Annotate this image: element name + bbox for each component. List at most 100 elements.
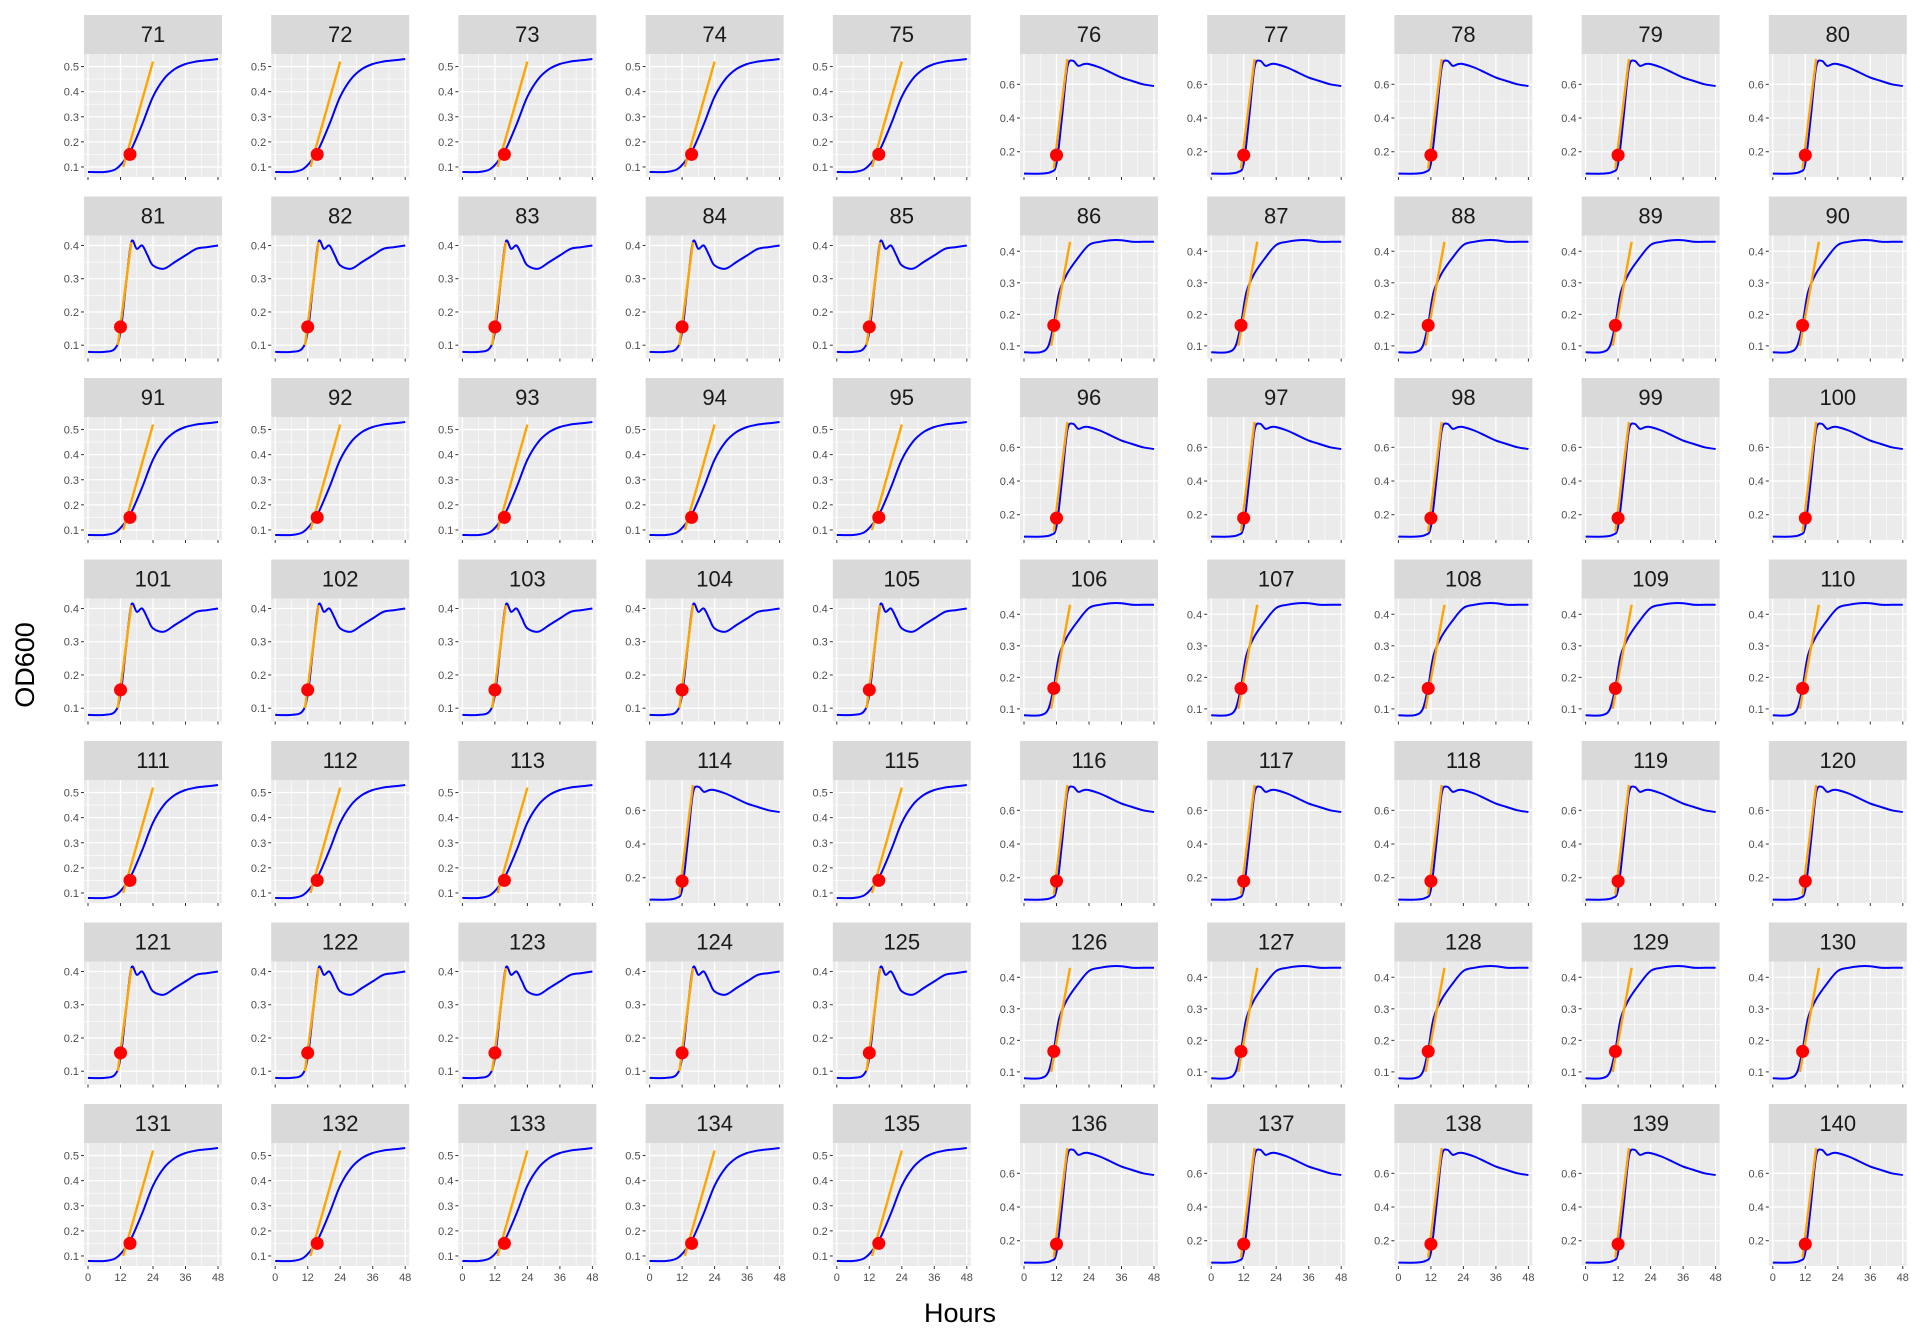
strip-label: 86 bbox=[1077, 204, 1101, 229]
y-tick-label: 0.2 bbox=[1374, 672, 1389, 684]
y-tick-label: 0.2 bbox=[1187, 672, 1202, 684]
y-tick-label: 0.4 bbox=[251, 966, 266, 978]
y-tick-label: 0.2 bbox=[1749, 672, 1764, 684]
inflection-point bbox=[872, 873, 886, 887]
strip-bg bbox=[458, 15, 597, 54]
y-tick-label: 0.1 bbox=[625, 525, 640, 537]
strip-bg bbox=[1768, 1104, 1907, 1143]
y-tick-label: 0.4 bbox=[1187, 113, 1202, 125]
strip-label: 109 bbox=[1632, 567, 1669, 592]
growth-curve bbox=[1398, 239, 1529, 354]
panel: 113 0.1 0.2 0.3 0.4 0.5 bbox=[438, 741, 597, 906]
strip-bg bbox=[1581, 559, 1720, 599]
y-tick-label: 0.4 bbox=[64, 87, 79, 99]
panel: 119 0.2 0.4 0.6 bbox=[1561, 741, 1720, 906]
panel: 94 0.1 0.2 0.3 0.4 0.5 bbox=[625, 378, 784, 543]
y-tick-label: 0.4 bbox=[251, 87, 266, 99]
inflection-point bbox=[1424, 511, 1438, 525]
y-tick-label: 0.5 bbox=[625, 62, 640, 74]
growth-curve bbox=[1023, 965, 1154, 1080]
y-tick-label: 0.1 bbox=[1749, 1067, 1764, 1079]
y-tick-label: 0.4 bbox=[1561, 839, 1576, 851]
inflection-point bbox=[1050, 874, 1063, 888]
strip-label: 107 bbox=[1258, 567, 1295, 592]
inflection-point bbox=[1421, 1044, 1435, 1058]
strip-label: 111 bbox=[136, 748, 169, 773]
y-tick-label: 0.3 bbox=[1749, 641, 1764, 653]
inflection-point bbox=[1611, 874, 1625, 888]
strip-bg bbox=[832, 196, 971, 236]
strip-label: 114 bbox=[697, 748, 732, 773]
inflection-point bbox=[675, 874, 689, 888]
strip-bg bbox=[271, 1104, 410, 1143]
y-tick-label: 0.1 bbox=[625, 340, 640, 352]
strip-label: 100 bbox=[1819, 385, 1856, 410]
y-tick-label: 0.3 bbox=[1000, 641, 1015, 653]
y-tick-label: 0.2 bbox=[625, 1226, 640, 1238]
inflection-point bbox=[488, 1046, 502, 1060]
inflection-point bbox=[1611, 1237, 1625, 1251]
inflection-point bbox=[310, 510, 324, 524]
y-tick-label: 0.6 bbox=[1749, 1168, 1764, 1180]
x-tick-label: 0 bbox=[834, 1272, 840, 1284]
panel: 86 0.1 0.2 0.3 0.4 bbox=[1000, 196, 1158, 362]
y-tick-label: 0.2 bbox=[1187, 873, 1202, 885]
y-tick-label: 0.4 bbox=[625, 240, 640, 252]
panel: 83 0.1 0.2 0.3 0.4 bbox=[438, 196, 597, 362]
strip-label: 88 bbox=[1451, 204, 1475, 229]
panel: 123 0.1 0.2 0.3 0.4 bbox=[438, 922, 597, 1088]
strip-bg bbox=[645, 1104, 784, 1143]
strip-bg bbox=[645, 378, 784, 417]
strip-label: 102 bbox=[322, 567, 359, 592]
y-tick-label: 0.3 bbox=[813, 838, 828, 850]
y-tick-label: 0.6 bbox=[1749, 442, 1764, 454]
y-tick-label: 0.1 bbox=[1561, 704, 1576, 716]
growth-curve bbox=[1772, 59, 1903, 175]
x-tick-label: 24 bbox=[1832, 1272, 1844, 1284]
y-tick-label: 0.5 bbox=[625, 1151, 640, 1163]
panel: 131 0.1 0.2 0.3 0.4 0.5 0 12 24 36 48 bbox=[64, 1104, 224, 1284]
panel: 107 0.1 0.2 0.3 0.4 bbox=[1187, 559, 1346, 725]
y-tick-label: 0.4 bbox=[64, 966, 79, 978]
y-tick-label: 0.1 bbox=[438, 1066, 453, 1078]
growth-curve bbox=[1211, 59, 1342, 175]
panel: 114 0.2 0.4 0.6 bbox=[625, 741, 784, 906]
y-tick-label: 0.4 bbox=[1000, 609, 1015, 621]
y-tick-label: 0.4 bbox=[64, 603, 79, 615]
y-tick-label: 0.6 bbox=[1187, 805, 1202, 817]
inflection-point bbox=[1424, 1237, 1438, 1251]
y-tick-label: 0.2 bbox=[1561, 309, 1576, 321]
y-tick-label: 0.3 bbox=[813, 112, 828, 124]
panel: 118 0.2 0.4 0.6 bbox=[1374, 741, 1533, 906]
y-tick-label: 0.4 bbox=[1749, 1202, 1764, 1214]
y-tick-label: 0.1 bbox=[1000, 704, 1015, 716]
strip-bg bbox=[1020, 196, 1158, 236]
y-tick-label: 0.1 bbox=[251, 888, 266, 900]
y-tick-label: 0.3 bbox=[1187, 1004, 1202, 1016]
y-tick-label: 0.4 bbox=[1374, 609, 1389, 621]
inflection-point bbox=[497, 1236, 511, 1250]
panel: 81 0.1 0.2 0.3 0.4 bbox=[64, 196, 222, 362]
growth-curve bbox=[1023, 602, 1154, 717]
strip-bg bbox=[1394, 922, 1533, 962]
inflection-point bbox=[123, 510, 137, 524]
strip-label: 118 bbox=[1446, 748, 1481, 773]
panel: 97 0.2 0.4 0.6 bbox=[1187, 378, 1346, 543]
inflection-point bbox=[1798, 511, 1812, 525]
strip-label: 138 bbox=[1445, 1111, 1482, 1136]
y-tick-label: 0.5 bbox=[625, 425, 640, 437]
y-tick-label: 0.4 bbox=[1000, 113, 1015, 125]
strip-label: 121 bbox=[135, 930, 172, 955]
y-tick-label: 0.6 bbox=[1561, 1168, 1576, 1180]
strip-bg bbox=[271, 378, 410, 417]
growth-curve bbox=[1585, 59, 1716, 175]
y-tick-label: 0.6 bbox=[625, 805, 640, 817]
y-tick-label: 0.1 bbox=[1374, 1067, 1389, 1079]
y-tick-label: 0.2 bbox=[1749, 873, 1764, 885]
x-tick-label: 24 bbox=[896, 1272, 908, 1284]
inflection-point bbox=[1237, 1237, 1251, 1251]
panel: 102 0.1 0.2 0.3 0.4 bbox=[251, 559, 410, 725]
y-tick-label: 0.2 bbox=[813, 1033, 828, 1045]
panel: 136 0.2 0.4 0.6 0 12 24 36 48 bbox=[1000, 1104, 1160, 1284]
y-tick-label: 0.4 bbox=[1374, 1202, 1389, 1214]
